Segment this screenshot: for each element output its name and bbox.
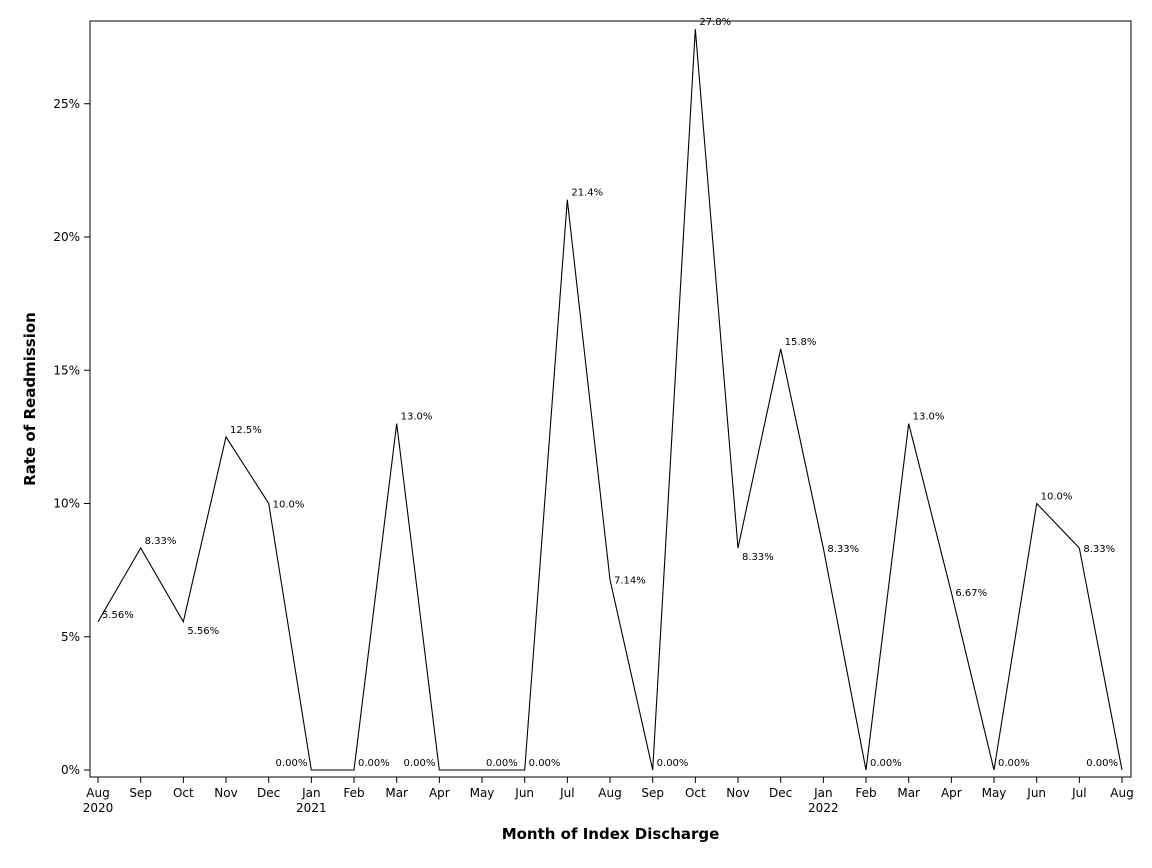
x-tick-label: May (982, 786, 1007, 800)
y-tick-label: 25% (53, 97, 80, 111)
x-year-label: 2021 (296, 801, 327, 815)
x-tick-label: Jun (1026, 786, 1046, 800)
y-tick-label: 5% (61, 630, 80, 644)
data-label: 13.0% (401, 412, 433, 423)
x-tick-label: Mar (897, 786, 920, 800)
data-label: 10.0% (1041, 492, 1073, 503)
y-tick-label: 20% (53, 230, 80, 244)
x-tick-label: May (470, 786, 495, 800)
x-tick-label: Jul (559, 786, 574, 800)
x-tick-label: Aug (598, 786, 621, 800)
y-tick-label: 10% (53, 497, 80, 511)
data-label: 7.14% (614, 576, 646, 587)
x-tick-label: Oct (685, 786, 706, 800)
x-tick-label: Sep (129, 786, 152, 800)
data-label: 0.00% (404, 758, 436, 769)
x-axis-title: Month of Index Discharge (502, 825, 720, 843)
data-label: 8.33% (1083, 544, 1115, 555)
x-axis: Aug Sep Oct Nov Dec Jan Feb Mar Apr May Jun Jul Aug S… (83, 777, 1134, 815)
data-labels: 5.56% 8.33% 5.56% 12.5% 10.0% 0.00% 0.00% 13.0%… (102, 17, 1118, 769)
data-label: 0.00% (1086, 758, 1118, 769)
data-label: 0.00% (870, 758, 902, 769)
data-label: 12.5% (230, 425, 262, 436)
y-axis-title: Rate of Readmission (21, 312, 39, 486)
data-label: 0.00% (657, 758, 689, 769)
y-tick-label: 15% (53, 363, 80, 377)
x-tick-label: Jan (813, 786, 833, 800)
x-tick-label: Jan (301, 786, 321, 800)
data-label: 27.8% (699, 17, 731, 28)
x-tick-label: Mar (385, 786, 408, 800)
data-label: 21.4% (571, 188, 603, 199)
x-tick-label: Jun (514, 786, 534, 800)
data-label: 0.00% (486, 758, 518, 769)
x-tick-label: Aug (86, 786, 109, 800)
data-label: 15.8% (785, 337, 817, 348)
data-label: 0.00% (276, 758, 308, 769)
x-tick-label: Nov (726, 786, 749, 800)
data-label: 8.33% (145, 536, 177, 547)
x-tick-label: Sep (641, 786, 664, 800)
data-label: 8.33% (827, 544, 859, 555)
data-label: 0.00% (529, 758, 561, 769)
data-label: 8.33% (742, 552, 774, 563)
x-tick-label: Dec (769, 786, 792, 800)
x-year-label: 2020 (83, 801, 114, 815)
x-year-label: 2022 (808, 801, 839, 815)
x-tick-label: Jul (1071, 786, 1086, 800)
y-axis: 0% 5% 10% 15% 20% 25% (53, 97, 90, 777)
data-label: 5.56% (102, 610, 134, 621)
data-label: 10.0% (273, 500, 305, 511)
x-tick-label: Apr (429, 786, 450, 800)
plot-frame (89, 20, 1132, 778)
x-tick-label: Apr (941, 786, 962, 800)
data-label: 0.00% (358, 758, 390, 769)
series-line (97, 29, 1123, 771)
y-tick-label: 0% (61, 763, 80, 777)
x-tick-label: Oct (173, 786, 194, 800)
x-tick-label: Nov (214, 786, 237, 800)
data-label: 6.67% (955, 588, 987, 599)
data-label: 13.0% (913, 412, 945, 423)
data-label: 0.00% (998, 758, 1030, 769)
x-tick-label: Dec (257, 786, 280, 800)
x-tick-label: Feb (343, 786, 364, 800)
data-label: 5.56% (187, 626, 219, 637)
x-tick-label: Aug (1110, 786, 1133, 800)
x-tick-label: Feb (855, 786, 876, 800)
